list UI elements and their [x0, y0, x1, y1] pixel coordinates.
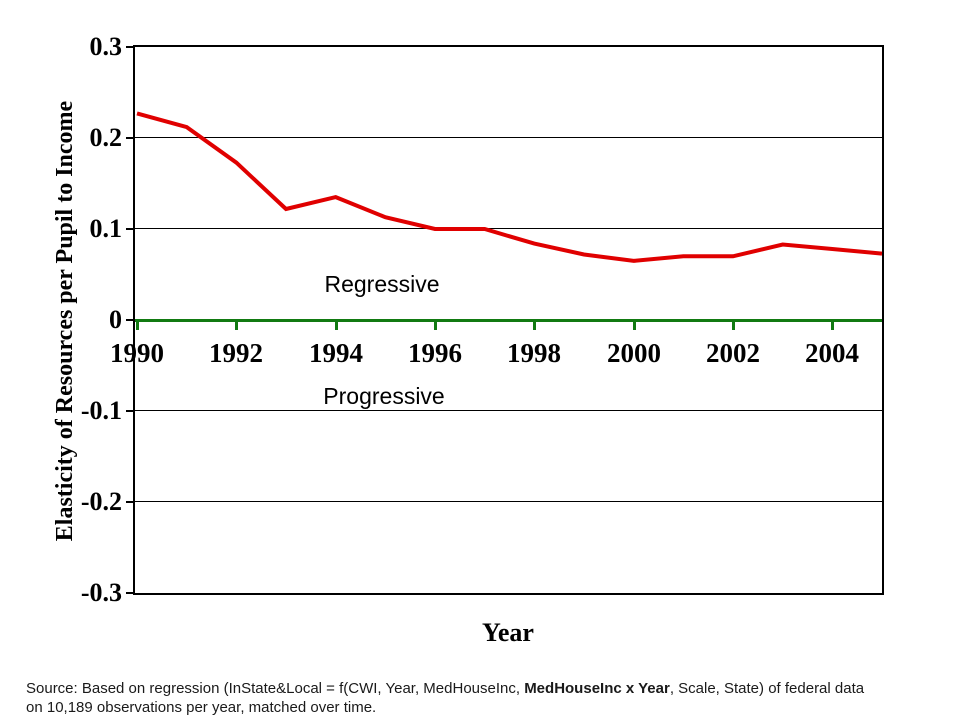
source-note-line2: on 10,189 observations per year, matched… — [26, 699, 377, 716]
y-axis-label: 0.1 — [89, 214, 123, 243]
x-axis-label: 1992 — [209, 338, 263, 368]
source-note-text: Source: Based on regression (InState&Loc… — [26, 680, 525, 697]
y-axis-label: 0.2 — [89, 123, 123, 152]
x-tick-mark — [434, 320, 437, 330]
y-tick-mark — [126, 410, 135, 412]
source-note-text-end: , Scale, State) of federal data — [669, 680, 865, 697]
x-tick-mark — [136, 320, 139, 330]
y-axis-label: -0.3 — [80, 578, 122, 607]
x-axis-label: 2002 — [706, 338, 760, 368]
y-tick-mark — [126, 137, 135, 139]
y-axis-label: 0 — [109, 305, 122, 334]
x-tick-mark — [335, 320, 338, 330]
x-tick-mark — [831, 320, 834, 330]
line-series-svg — [136, 111, 883, 263]
x-axis-label: 1998 — [507, 338, 561, 368]
zero-baseline — [135, 319, 882, 322]
gridline — [135, 501, 882, 502]
x-tick-mark — [533, 320, 536, 330]
y-tick-mark — [126, 319, 135, 321]
y-axis-label: -0.1 — [80, 396, 122, 425]
x-tick-mark — [235, 320, 238, 330]
data-line — [136, 111, 883, 263]
source-note-line1: Source: Based on regression (InState&Loc… — [26, 679, 951, 698]
gridline — [135, 410, 882, 411]
x-axis-label: 2004 — [805, 338, 859, 368]
y-axis-label: -0.2 — [80, 487, 122, 516]
x-axis-label: 1994 — [309, 338, 363, 368]
y-tick-mark — [126, 592, 135, 594]
annotation-regressive: Regressive — [324, 271, 440, 297]
source-note-bold-term: MedHouseInc x Year — [524, 680, 670, 697]
gridline — [135, 228, 882, 229]
x-tick-mark — [732, 320, 735, 330]
x-axis-title: Year — [482, 618, 534, 647]
y-tick-mark — [126, 228, 135, 230]
y-tick-mark — [126, 46, 135, 48]
x-axis-label: 1996 — [408, 338, 462, 368]
annotation-progressive: Progressive — [323, 383, 445, 409]
x-axis-label: 2000 — [607, 338, 661, 368]
gridline — [135, 137, 882, 138]
source-note: Source: Based on regression (InState&Loc… — [26, 679, 951, 717]
y-axis-label: 0.3 — [89, 32, 123, 61]
y-tick-mark — [126, 501, 135, 503]
x-axis-label: 1990 — [110, 338, 164, 368]
x-tick-mark — [633, 320, 636, 330]
